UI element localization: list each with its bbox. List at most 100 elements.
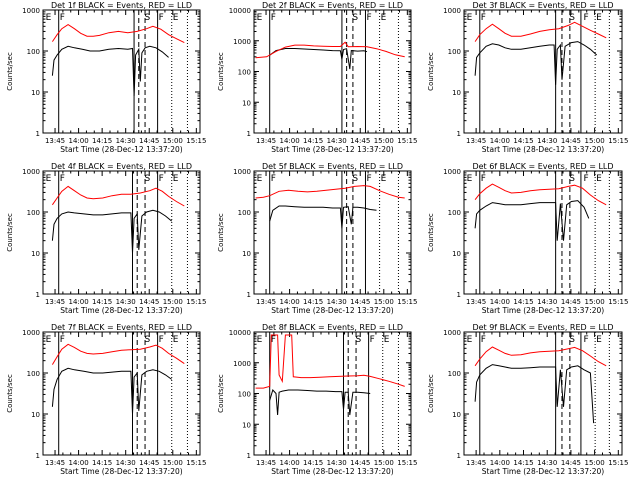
interval-letter: F (60, 335, 65, 345)
y-tick-label: 10000 (229, 7, 251, 15)
x-axis-label: Start Time (28-Dec-12 13:37:20) (482, 145, 604, 154)
interval-letter: F (584, 174, 589, 184)
x-tick-label: 14:30 (116, 298, 136, 306)
interval-letter: F (159, 335, 164, 345)
y-tick-label: 10000 (229, 329, 251, 337)
interval-letter: S (352, 174, 358, 184)
series-line-events (51, 45, 169, 97)
x-tick-label: 14:45 (139, 298, 159, 306)
interval-letter: S (144, 174, 150, 184)
x-tick-label: 14:15 (303, 137, 323, 145)
series-line-lld (51, 185, 185, 207)
x-tick-label: 13:45 (466, 459, 486, 467)
x-tick-label: 14:00 (68, 298, 88, 306)
y-tick-label: 10 (31, 250, 40, 258)
x-tick-label: 14:30 (327, 298, 347, 306)
y-tick-label: 1000 (22, 329, 40, 337)
y-tick-label: 100 (448, 48, 461, 56)
y-tick-label: 10 (31, 411, 40, 419)
y-tick-label: 1 (247, 452, 251, 460)
y-tick-label: 1 (457, 452, 461, 460)
interval-letter: F (271, 174, 276, 184)
series-line-events (474, 364, 595, 424)
chart-title: Det 3f BLACK = Events, RED = LLD (472, 1, 613, 10)
interval-letter: F (584, 13, 589, 23)
y-tick-label: 1000 (22, 7, 40, 15)
series-line-lld (255, 334, 405, 389)
interval-letter: E (384, 335, 390, 345)
chart-panel-4: Det 4f BLACK = Events, RED = LLD 1 10 100 10… (6, 162, 206, 315)
x-tick-label: 14:00 (279, 459, 299, 467)
x-tick-label: 14:00 (279, 137, 299, 145)
x-tick-label: 14:45 (139, 137, 159, 145)
x-tick-label: 13:45 (256, 137, 276, 145)
x-tick-label: 15:00 (374, 137, 394, 145)
x-tick-label: 15:15 (608, 137, 628, 145)
x-tick-label: 13:45 (45, 137, 65, 145)
x-tick-label: 14:00 (490, 298, 510, 306)
y-tick-label: 10 (242, 250, 251, 258)
series-line-events (51, 367, 172, 415)
y-tick-label: 100 (238, 391, 251, 399)
x-tick-label: 13:45 (256, 298, 276, 306)
x-tick-label: 15:15 (186, 459, 206, 467)
y-tick-label: 1 (36, 452, 40, 460)
chart-title: Det 8f BLACK = Events, RED = LLD (262, 323, 403, 332)
interval-letter: E (257, 13, 263, 23)
series-line-lld (474, 346, 607, 367)
y-tick-label: 1000 (22, 168, 40, 176)
x-tick-label: 14:00 (68, 137, 88, 145)
interval-letter: E (596, 13, 602, 23)
y-tick-label: 1 (247, 130, 251, 138)
x-tick-label: 14:45 (561, 459, 581, 467)
y-tick-label: 1 (36, 291, 40, 299)
x-tick-label: 13:45 (45, 459, 65, 467)
x-tick-label: 14:30 (537, 137, 557, 145)
x-tick-label: 15:00 (163, 459, 183, 467)
interval-letter: E (381, 13, 387, 23)
interval-letter: F (481, 335, 486, 345)
interval-letter: E (467, 335, 473, 345)
x-tick-label: 14:15 (513, 137, 533, 145)
interval-letter: F (584, 335, 589, 345)
plot-frame (253, 170, 412, 295)
chart-panel-8: Det 8f BLACK = Events, RED = LLD 1 10 100 10… (217, 323, 417, 476)
x-tick-label: 15:00 (585, 298, 605, 306)
y-tick-label: 1000 (443, 168, 461, 176)
y-axis-label: Counts/sec (217, 52, 225, 91)
series-line-lld (51, 24, 185, 44)
plot-frame (463, 331, 623, 456)
interval-letter: F (159, 13, 164, 23)
interval-letter: S (569, 174, 575, 184)
y-tick-label: 100 (238, 209, 251, 217)
y-tick-label: 10 (31, 89, 40, 97)
interval-letter: E (596, 174, 602, 184)
x-axis-label: Start Time (28-Dec-12 13:37:20) (482, 306, 604, 315)
x-tick-label: 14:45 (561, 137, 581, 145)
y-tick-label: 10 (242, 99, 251, 107)
series-line-events (474, 200, 590, 241)
interval-letter: E (257, 174, 263, 184)
x-tick-label: 15:15 (186, 137, 206, 145)
x-tick-label: 14:15 (513, 459, 533, 467)
y-axis-label: Counts/sec (6, 374, 14, 413)
y-axis-label: Counts/sec (217, 213, 225, 252)
interval-letter: E (173, 335, 179, 345)
interval-letter: S (352, 13, 358, 23)
x-tick-label: 14:15 (303, 459, 323, 467)
y-tick-label: 100 (448, 209, 461, 217)
x-tick-label: 13:45 (256, 459, 276, 467)
interval-letter: F (481, 174, 486, 184)
x-tick-label: 14:45 (139, 459, 159, 467)
x-tick-label: 15:00 (585, 459, 605, 467)
y-tick-label: 1000 (233, 360, 251, 368)
plot-frame (253, 331, 412, 456)
chart-title: Det 4f BLACK = Events, RED = LLD (51, 162, 192, 171)
x-tick-label: 14:30 (116, 137, 136, 145)
y-tick-label: 100 (27, 209, 40, 217)
x-tick-label: 14:00 (490, 137, 510, 145)
interval-letter: F (370, 335, 375, 345)
x-tick-label: 15:15 (186, 298, 206, 306)
plot-frame (42, 9, 201, 134)
